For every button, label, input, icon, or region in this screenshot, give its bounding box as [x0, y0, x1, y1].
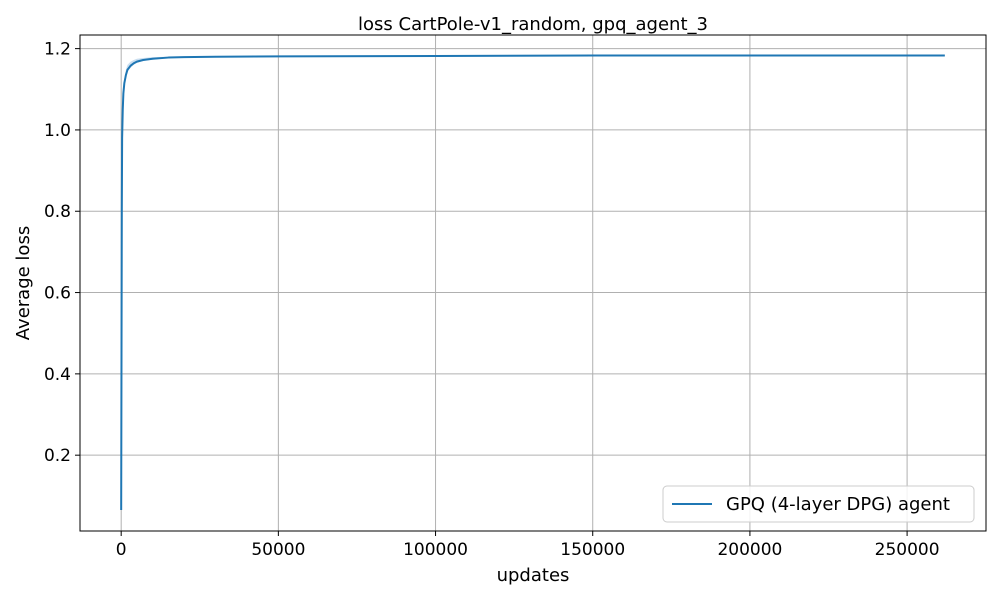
- y-ticks: 0.2 0.4 0.6 0.8 1.0 1.2: [44, 40, 80, 466]
- series-lines-group: [120, 54, 945, 511]
- confidence-band-group: [121, 55, 945, 511]
- x-tick-label: 250000: [875, 540, 940, 560]
- x-tick-label: 0: [116, 540, 127, 560]
- y-tick-label: 1.0: [44, 121, 71, 141]
- y-tick-label: 0.2: [44, 446, 71, 466]
- y-tick-label: 0.8: [44, 202, 71, 222]
- y-tick-label: 1.2: [44, 40, 71, 60]
- legend: GPQ (4-layer DPG) agent: [662, 485, 975, 523]
- x-ticks: 0 50000 100000 150000 200000 250000: [116, 531, 940, 560]
- grid: [80, 35, 986, 531]
- x-axis-label: updates: [497, 565, 570, 586]
- y-axis-label: Average loss: [13, 226, 34, 340]
- x-tick-label: 200000: [717, 540, 782, 560]
- legend-box: [662, 485, 975, 523]
- chart-title: loss CartPole-v1_random, gpq_agent_3: [358, 14, 708, 35]
- x-tick-label: 50000: [251, 540, 305, 560]
- series-line: [120, 54, 945, 511]
- series-confidence-band: [121, 55, 945, 511]
- x-tick-label: 150000: [560, 540, 625, 560]
- plot-frame: [79, 34, 987, 532]
- y-tick-label: 0.6: [44, 284, 71, 304]
- y-tick-label: 0.4: [44, 365, 71, 385]
- x-tick-label: 100000: [403, 540, 468, 560]
- legend-label: GPQ (4-layer DPG) agent: [726, 494, 950, 515]
